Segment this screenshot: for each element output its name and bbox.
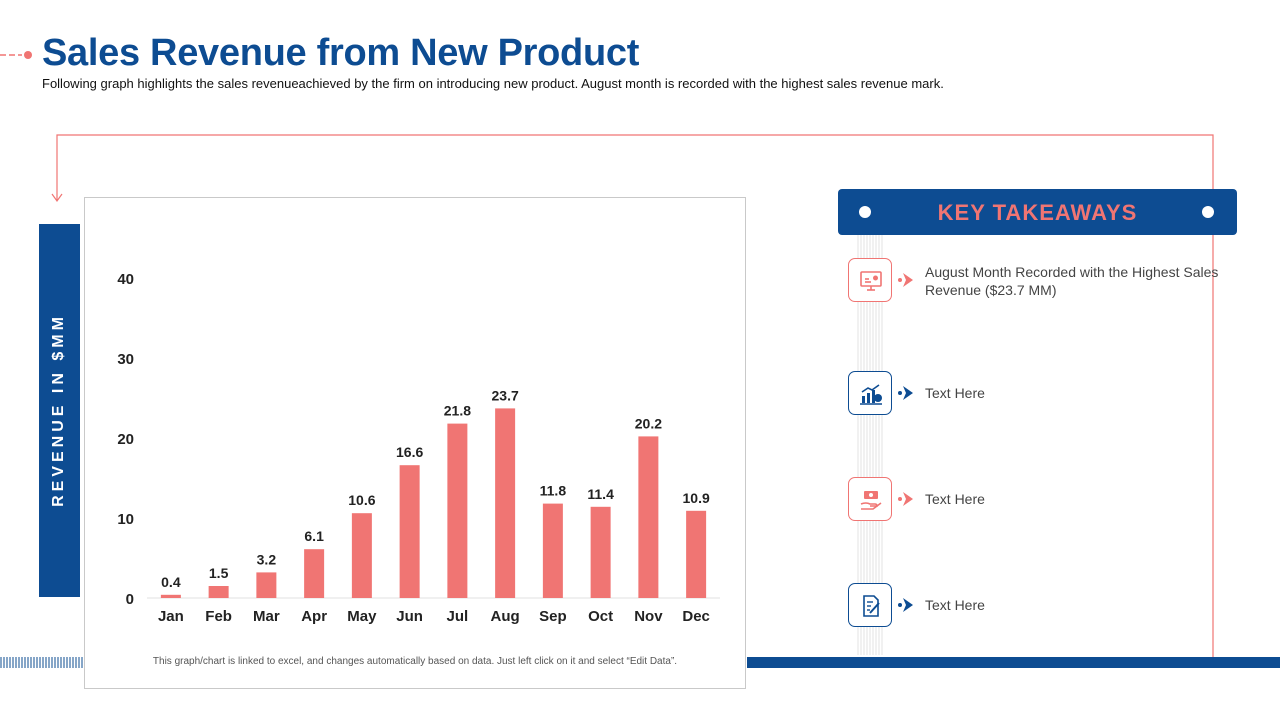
bar [304,549,325,598]
x-tick-label: Nov [634,608,663,625]
y-tick-label: 30 [117,351,134,368]
data-label: 10.9 [683,490,710,506]
x-tick-label: Jan [158,608,184,625]
x-tick-label: Aug [491,608,520,625]
data-label: 20.2 [635,415,662,431]
bar [160,594,181,598]
document-edit-icon [848,583,892,627]
x-tick-label: Sep [539,608,567,625]
revenue-bar-chart: 0 10 20 30 40 0.4 Jan 1.5 Feb 3.2 Mar 6.1 Apr 10.6 May… [117,271,720,625]
data-label: 11.4 [587,486,614,502]
page-title: Sales Revenue from New Product [42,32,640,74]
takeaway-text: Text Here [925,385,985,401]
growth-chart-icon [848,371,892,415]
page-subtitle: Following graph highlights the sales rev… [42,76,944,91]
takeaway-item-3: Text Here [848,477,1228,523]
bar [638,436,659,598]
arrow-right-icon [898,492,913,506]
data-label: 6.1 [304,528,324,544]
arrow-right-icon [898,273,913,287]
bar [208,586,229,598]
bar [542,503,563,598]
arrow-right-icon [898,598,913,612]
key-takeaways-title: KEY TAKEAWAYS [937,200,1138,225]
bottom-accent-bar [747,657,1280,668]
y-tick-label: 40 [117,271,134,288]
bar [590,506,611,598]
chart-frame [84,197,746,689]
takeaway-text: August Month Recorded with the Highest S… [925,264,1219,298]
bar [686,510,707,598]
bar [447,423,468,598]
header-dot-right [1202,206,1214,218]
x-tick-label: Apr [301,608,327,625]
takeaway-text: Text Here [925,597,985,613]
x-tick-label: Oct [588,608,613,625]
y-tick-label: 0 [126,591,134,608]
x-tick-label: May [347,608,377,625]
header-dot-left [859,206,871,218]
x-tick-label: Jun [396,608,423,625]
arrow-right-icon [898,386,913,400]
bar [351,513,372,598]
chart-note: This graph/chart is linked to excel, and… [152,656,678,667]
data-label: 0.4 [161,574,181,590]
data-label: 16.6 [396,444,423,460]
x-tick-label: Dec [682,608,710,625]
bar [256,572,277,598]
y-tick-label: 20 [117,431,134,448]
y-axis-band [39,224,80,597]
money-hand-icon [848,477,892,521]
presentation-chart-icon [848,258,892,302]
key-takeaways-header [838,189,1237,235]
y-axis-label: REVENUE IN $MM [50,313,67,507]
bar [495,408,516,598]
data-label: 23.7 [492,387,519,403]
x-tick-label: Mar [253,608,280,625]
bar [399,465,420,598]
x-tick-label: Jul [447,608,469,625]
title-decoration [0,51,32,59]
takeaway-item-2: Text Here [848,371,1228,417]
takeaway-item-1: August Month Recorded with the Highest S… [848,258,1228,304]
takeaway-text: Text Here [925,491,985,507]
data-label: 21.8 [444,403,471,419]
data-label: 10.6 [348,492,375,508]
data-label: 11.8 [540,483,567,499]
data-label: 3.2 [257,551,277,567]
bottom-tick-decoration [0,657,83,668]
x-tick-label: Feb [205,608,232,625]
data-label: 1.5 [209,565,229,581]
takeaway-item-4: Text Here [848,583,1228,629]
y-tick-label: 10 [117,511,134,528]
